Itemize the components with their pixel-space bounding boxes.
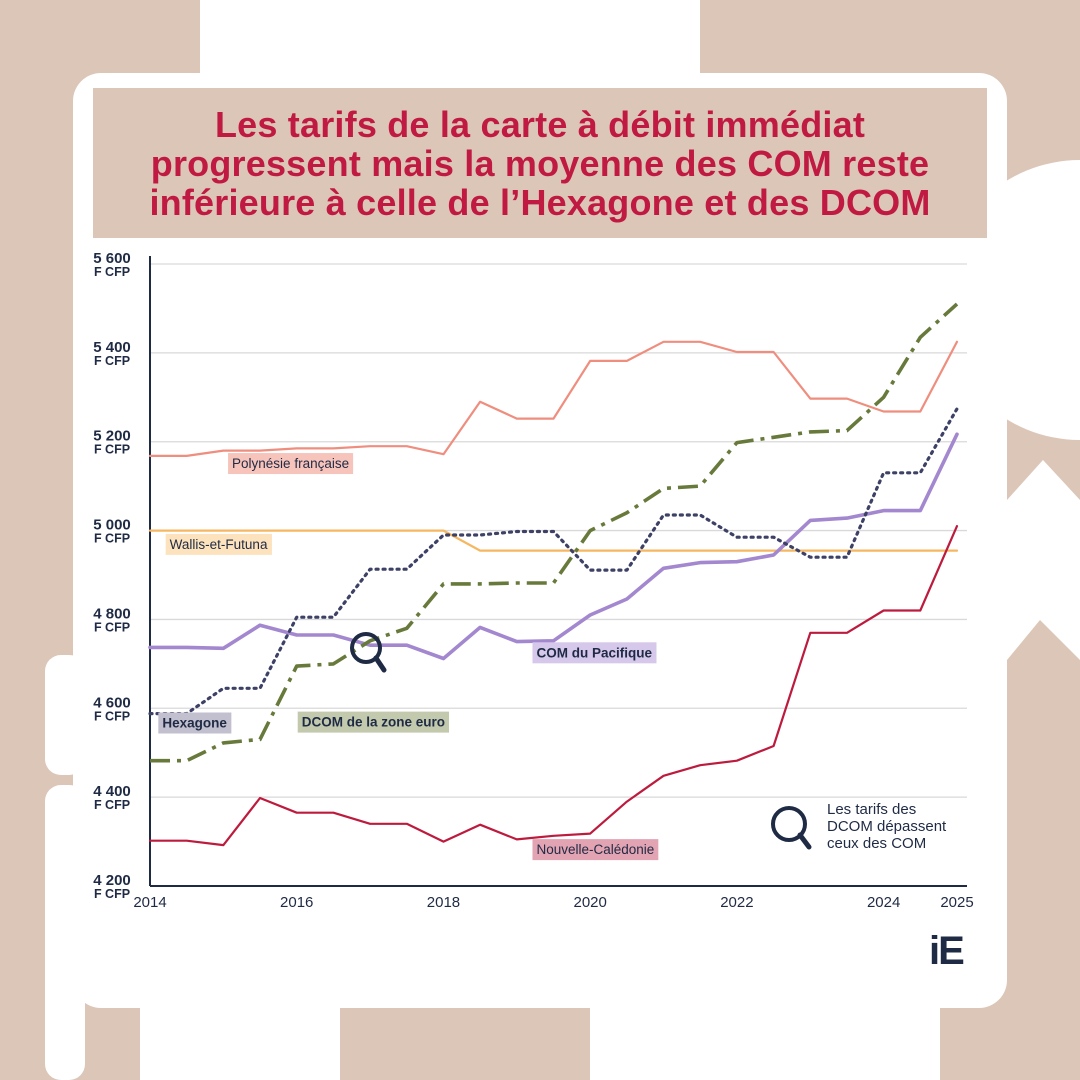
series-label: COM du Pacifique (532, 642, 657, 664)
series-label-box (532, 839, 659, 861)
series-line-nouvelle-cal-donie (148, 524, 959, 847)
series-label-text: Wallis-et-Futuna (170, 537, 268, 552)
y-tick-label: 5 400 (93, 339, 131, 356)
decor-top-white (200, 0, 700, 75)
series-line-polyn-sie-fran-aise (148, 340, 959, 457)
x-tick-label: 2014 (133, 894, 166, 911)
series-label-box (165, 533, 272, 555)
series-label-text: Nouvelle-Calédonie (536, 842, 654, 857)
x-tick-label: 2024 (867, 894, 900, 911)
y-tick-label: 4 200 (93, 872, 131, 889)
series-line-wallis-et-futuna (148, 529, 959, 552)
x-tick-label: 2018 (427, 894, 460, 911)
series-label: Hexagone (158, 712, 232, 734)
series-label-box (228, 453, 354, 475)
x-tick-label: 2025 (940, 894, 973, 911)
annotation-note: Les tarifs des DCOM dépassent ceux des C… (827, 801, 987, 852)
series-label-text: Hexagone (162, 716, 227, 731)
y-tick-unit: F CFP (94, 532, 130, 546)
y-tick-label: 4 600 (93, 694, 131, 711)
y-tick-unit: F CFP (94, 354, 130, 368)
y-tick-label: 5 600 (93, 250, 131, 267)
series-line-hexagone (148, 407, 959, 716)
axes (149, 256, 967, 887)
x-tick-label: 2020 (573, 894, 606, 911)
y-tick-label: 4 400 (93, 783, 131, 800)
series-line-dcom-de-la-zone-euro (150, 302, 959, 763)
series-label-box (532, 642, 657, 664)
y-tick-unit: F CFP (94, 709, 130, 723)
series-label: DCOM de la zone euro (297, 711, 450, 733)
decor-right-white (1007, 460, 1080, 660)
annotation-line-1: Les tarifs des (827, 801, 917, 818)
x-tick-label: 2022 (720, 894, 753, 911)
y-tick-unit: F CFP (94, 620, 130, 634)
title-line-1: Les tarifs de la carte à débit immédiat (214, 103, 866, 145)
series-label-text: Polynésie française (232, 456, 349, 471)
title-banner: Les tarifs de la carte à débit immédiat … (93, 88, 987, 238)
x-tick-label: 2016 (280, 894, 313, 911)
series-line-com-du-pacifique (148, 432, 959, 661)
decor-bottom-white-2 (590, 1008, 940, 1080)
series-label-box (297, 711, 450, 733)
magnifier-icon (350, 632, 387, 673)
y-tick-unit: F CFP (94, 887, 130, 901)
y-tick-label: 5 200 (93, 428, 131, 445)
y-tick-label: 5 000 (93, 517, 131, 534)
y-tick-unit: F CFP (94, 265, 130, 279)
title-line-3: inférieure à celle de l’Hexagone et des … (149, 181, 931, 223)
title-line-2: progressent mais la moyenne des COM rest… (150, 142, 930, 184)
series-label-text: DCOM de la zone euro (302, 715, 445, 730)
series-label: Wallis-et-Futuna (165, 533, 272, 555)
y-tick-unit: F CFP (94, 443, 130, 457)
series-label: Nouvelle-Calédonie (532, 839, 659, 861)
series-label-text: COM du Pacifique (536, 645, 652, 660)
series-label: Polynésie française (228, 453, 354, 475)
decor-bottom-white-1 (140, 1008, 340, 1080)
brand-logo: iE (929, 929, 965, 973)
magnifier-legend-icon (771, 806, 812, 850)
annotation-line-3: ceux des COM (827, 835, 927, 852)
series-labels: Polynésie française Wallis-et-Futuna COM d… (158, 453, 659, 861)
y-tick-label: 4 800 (93, 605, 131, 622)
annotation-line-2: DCOM dépassent (827, 818, 947, 835)
series-lines (148, 302, 959, 847)
chart-title: Les tarifs de la carte à débit immédiat … (149, 105, 930, 222)
series-label-box (158, 712, 232, 734)
x-axis-ticks: 2014 2016 2018 2020 2022 2024 2025 (133, 894, 973, 911)
decor-top-left (0, 0, 200, 75)
y-tick-unit: F CFP (94, 798, 130, 812)
grid-lines (150, 263, 967, 798)
